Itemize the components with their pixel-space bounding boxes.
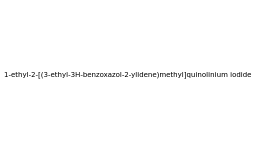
- Text: 1-ethyl-2-[(3-ethyl-3H-benzoxazol-2-ylidene)methyl]quinolinium iodide: 1-ethyl-2-[(3-ethyl-3H-benzoxazol-2-ylid…: [4, 72, 252, 78]
